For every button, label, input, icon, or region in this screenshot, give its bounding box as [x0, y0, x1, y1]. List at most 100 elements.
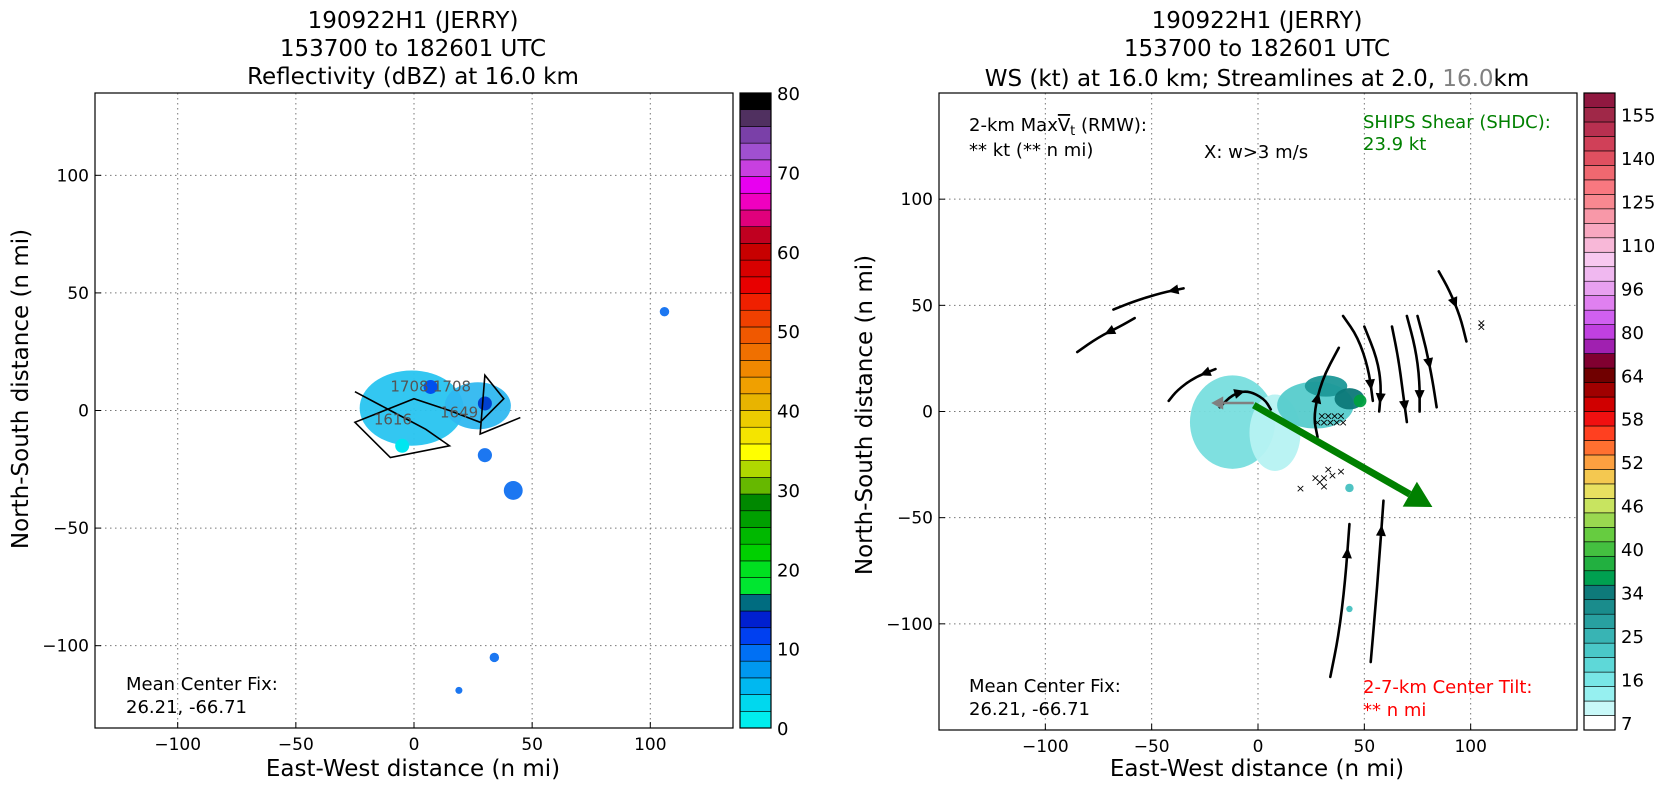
updraft-marker: ×	[1296, 482, 1305, 495]
updraft-marker: ×	[1477, 321, 1486, 334]
colorbar-bin	[739, 326, 772, 344]
tilt-vector-head	[1211, 396, 1224, 410]
colorbar-bin	[1583, 338, 1616, 354]
colorbar-tick-label: 60	[777, 243, 800, 264]
colorbar-bin	[739, 610, 772, 629]
colorbar-bin	[739, 343, 772, 361]
panel2-x-axis-label: East-West distance (n mi)	[1110, 756, 1404, 782]
streamline	[1075, 316, 1136, 354]
updraft-marker: ×	[1324, 410, 1333, 423]
colorbar-bin	[1583, 671, 1616, 687]
colorbar-bin	[739, 594, 772, 612]
panel2-updraft-markers: ×××××××××××××××××××	[1296, 316, 1486, 495]
colorbar-bin	[1583, 483, 1616, 499]
y-tick-label: 100	[901, 190, 933, 210]
x-tick-label: −100	[1022, 737, 1069, 757]
streamline	[1313, 346, 1341, 439]
streamline	[1390, 325, 1409, 424]
colorbar-bin	[739, 159, 772, 177]
streamline-arrowhead	[1104, 324, 1117, 335]
max-vt-suffix: (RMW):	[1075, 115, 1147, 136]
colorbar-bin	[1583, 324, 1616, 340]
colorbar-bin	[739, 660, 772, 679]
streamline-arrowhead	[1423, 357, 1434, 370]
updraft-marker: ×	[1332, 416, 1341, 429]
panel1-echo-field	[359, 307, 670, 694]
updraft-marker: ×	[1336, 410, 1345, 423]
time-label: 1708	[390, 378, 428, 396]
panel1-title-line2: 153700 to 182601 UTC	[280, 36, 546, 62]
ships-shear-label: SHIPS Shear (SHDC):	[1363, 112, 1551, 133]
x-tick-label: −50	[278, 735, 314, 755]
streamline-arrowhead	[1447, 296, 1458, 309]
colorbar-bin	[739, 176, 772, 194]
echo-cell	[423, 379, 438, 394]
colorbar-bin	[739, 192, 772, 211]
colorbar-bin	[739, 360, 772, 378]
updraft-marker: ×	[1317, 410, 1326, 423]
panel2-center-fix-value: 26.21, -66.71	[969, 699, 1090, 720]
streamline-arrowhead	[1399, 400, 1409, 412]
colorbar-bin	[1583, 309, 1616, 325]
colorbar-bin	[1583, 584, 1616, 601]
colorbar-tick-label: 52	[1621, 453, 1644, 474]
x-tick-label: 0	[409, 735, 420, 755]
colorbar-bin	[739, 276, 772, 294]
streamline-arrowhead	[1365, 378, 1375, 391]
reflectivity-panel: 190922H1 (JERRY) 153700 to 182601 UTC Re…	[8, 8, 800, 782]
y-tick-label: 50	[67, 284, 89, 304]
panel2-vectors	[1211, 396, 1433, 508]
max-vt-line1: 2-km MaxVt (RMW):	[969, 115, 1147, 139]
colorbar-bin	[1583, 628, 1616, 644]
colorbar-tick-label: 20	[777, 560, 800, 581]
panel2-title-line2: 153700 to 182601 UTC	[1124, 36, 1390, 62]
colorbar-bin	[739, 460, 772, 478]
streamline-arrowhead	[1375, 392, 1386, 405]
colorbar-bin	[1583, 613, 1616, 629]
colorbar-bin	[739, 109, 772, 127]
y-tick-label: 0	[78, 402, 89, 422]
title-suffix: km	[1494, 66, 1530, 92]
y-tick-label: 100	[57, 166, 89, 186]
center-tilt-value: ** n mi	[1363, 700, 1426, 721]
wind-speed-colorbar	[1583, 92, 1616, 731]
colorbar-bin	[1583, 454, 1616, 470]
echo-region	[503, 481, 523, 500]
colorbar-bin	[1583, 498, 1616, 514]
reflectivity-colorbar-ticks: 0 10 20 30 40 50 60 70 80	[777, 84, 800, 740]
updraft-marker: ×	[1313, 416, 1322, 429]
colorbar-bin	[1583, 642, 1616, 658]
colorbar-bin	[1583, 512, 1616, 528]
colorbar-bin	[739, 694, 772, 712]
colorbar-bin	[739, 293, 772, 311]
colorbar-bin	[1583, 251, 1616, 268]
echo-region	[477, 448, 492, 463]
shear-vector	[1252, 402, 1412, 498]
colorbar-tick-label: 16	[1621, 670, 1644, 691]
colorbar-bin	[739, 226, 772, 244]
panel2-center-fix-label: Mean Center Fix:	[969, 676, 1121, 697]
panel1-center-fix-label: Mean Center Fix:	[126, 674, 278, 695]
streamline-arrowhead	[1341, 547, 1352, 559]
colorbar-bin	[1583, 295, 1616, 311]
x-tick-label: 50	[1354, 737, 1376, 757]
title-prefix: WS (kt) at 16.0 km; Streamlines at 2.0,	[985, 66, 1443, 92]
colorbar-bin	[739, 510, 772, 528]
x-tick-label: 0	[1253, 737, 1264, 757]
panel1-y-axis-label: North-South distance (n mi)	[8, 229, 34, 549]
colorbar-bin	[739, 393, 772, 411]
streamline	[1405, 314, 1421, 413]
w-threshold-note: X: w>3 m/s	[1204, 142, 1308, 163]
echo-cell	[477, 396, 492, 411]
streamline	[1167, 367, 1217, 403]
colorbar-bin	[1583, 353, 1616, 369]
colorbar-bin	[1583, 121, 1616, 137]
colorbar-bin	[1583, 411, 1616, 427]
x-tick-label: −100	[154, 735, 201, 755]
colorbar-bin	[1583, 382, 1616, 398]
colorbar-tick-label: 10	[777, 640, 800, 661]
center-tilt-label: 2-7-km Center Tilt:	[1363, 677, 1532, 698]
panel2-title-line3: WS (kt) at 16.0 km; Streamlines at 2.0, …	[985, 66, 1530, 92]
colorbar-frame	[1583, 92, 1616, 731]
